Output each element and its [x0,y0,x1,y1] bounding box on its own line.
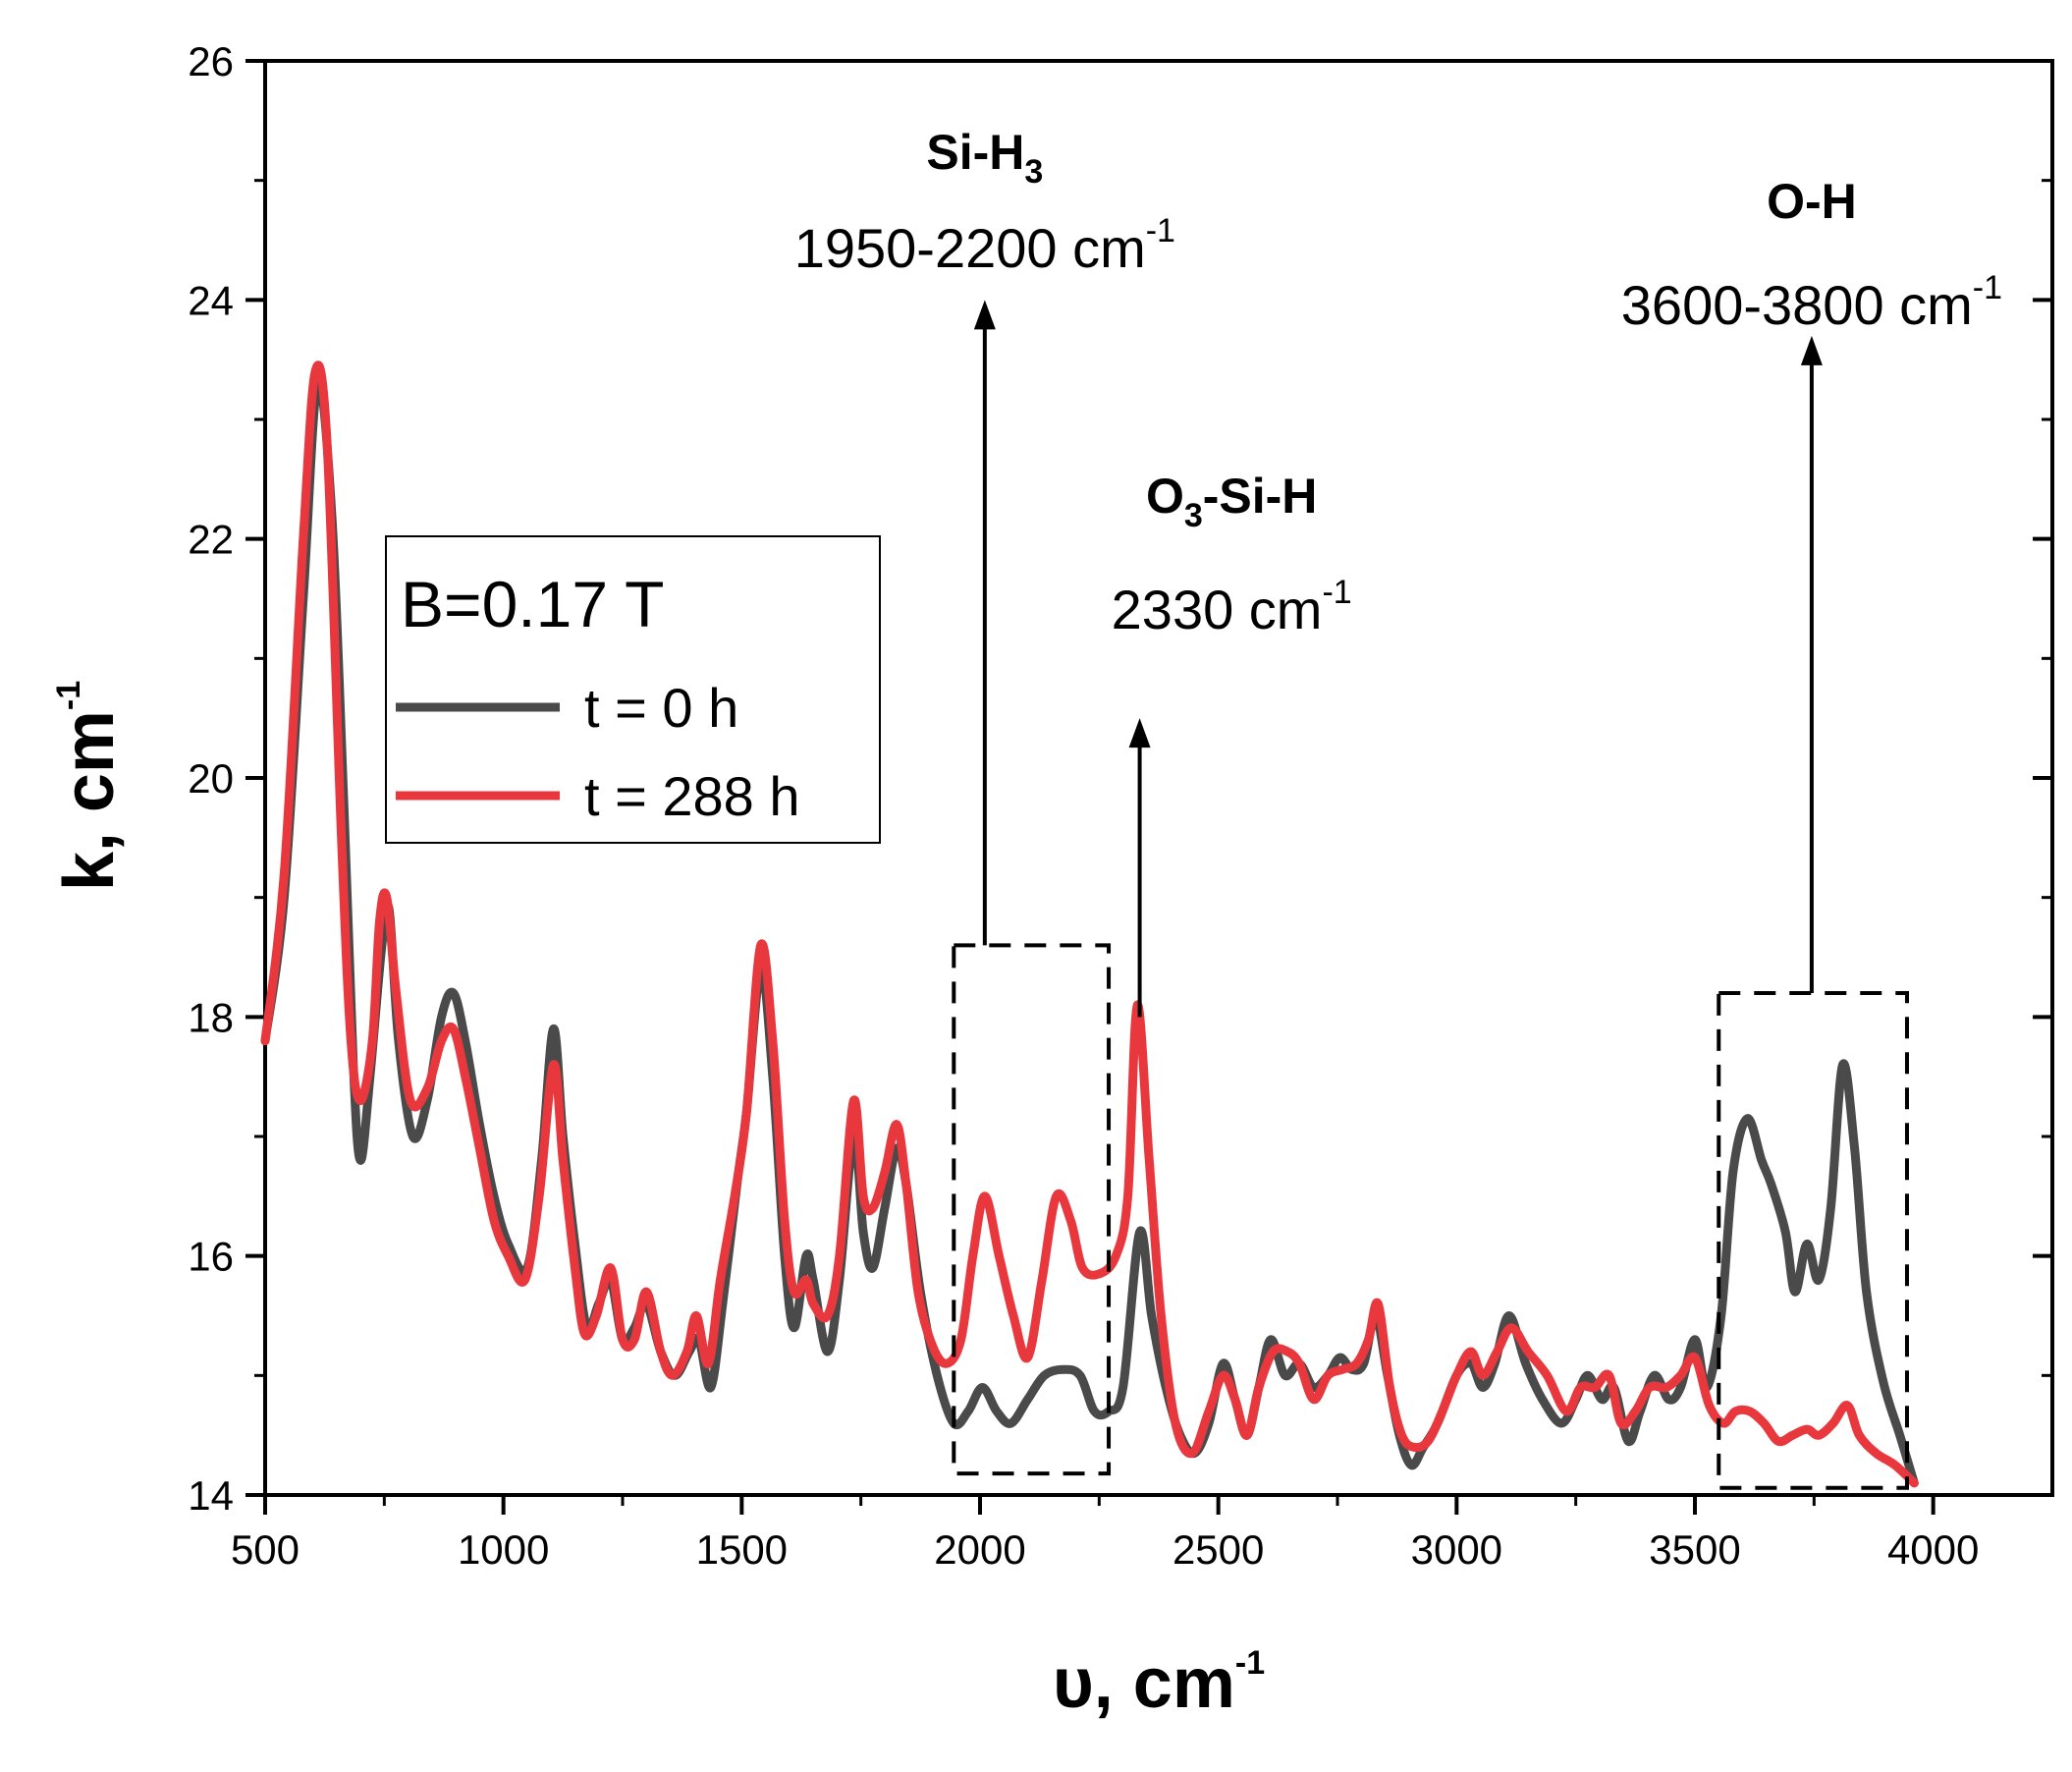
y-tick-label: 14 [188,1472,234,1519]
y-tick-label: 22 [188,517,234,563]
y-tick-label: 16 [188,1234,234,1280]
x-tick-label: 1000 [458,1526,549,1573]
annotation-label: O3-Si-H [1146,469,1317,534]
x-tick-label: 1500 [696,1526,788,1573]
x-tick-label: 4000 [1887,1526,1979,1573]
annotation-range: 3600-3800 cm-1 [1621,269,2002,336]
annotation-range: 2330 cm-1 [1112,574,1352,640]
annotation-box [1717,991,1909,1490]
annotation-arrow-head [1800,335,1823,365]
y-tick-label: 20 [188,755,234,802]
y-axis-title: k, cm-1 [50,681,129,891]
x-tick-label: 500 [231,1526,300,1573]
y-tick-label: 24 [188,277,234,323]
annotation-range: 1950-2200 cm-1 [794,212,1175,279]
series-line-t0 [260,377,1919,1488]
series-line-t288 [260,360,1919,1488]
x-tick-label: 2500 [1172,1526,1264,1573]
y-tick-label: 26 [188,38,234,84]
annotation-label: O-H [1767,174,1857,229]
annotation-label: Si-H3 [926,125,1043,191]
x-axis-title: υ, cm-1 [1053,1644,1265,1723]
annotations: Si-H3 1950-2200 cm-1 O3-Si-H 2330 cm-1 O-H 36… [794,125,2002,1490]
legend-title: B=0.17 T [401,568,664,640]
annotation-box [952,943,1112,1476]
annotation-arrow-head [973,300,996,330]
legend-label-t0: t = 0 h [584,677,738,739]
axis-ticks: 500 1000 1500 2000 2500 3000 3500 4000 14 16 18 20 2… [188,38,2052,1573]
legend-label-t288: t = 288 h [584,765,800,827]
x-tick-label: 3500 [1649,1526,1740,1573]
x-tick-label: 3000 [1411,1526,1502,1573]
legend: B=0.17 T t = 0 h t = 288 h [385,535,881,844]
data-lines [260,360,1919,1488]
y-tick-label: 18 [188,994,234,1040]
annotation-arrow-head [1128,718,1151,748]
x-tick-label: 2000 [934,1526,1025,1573]
